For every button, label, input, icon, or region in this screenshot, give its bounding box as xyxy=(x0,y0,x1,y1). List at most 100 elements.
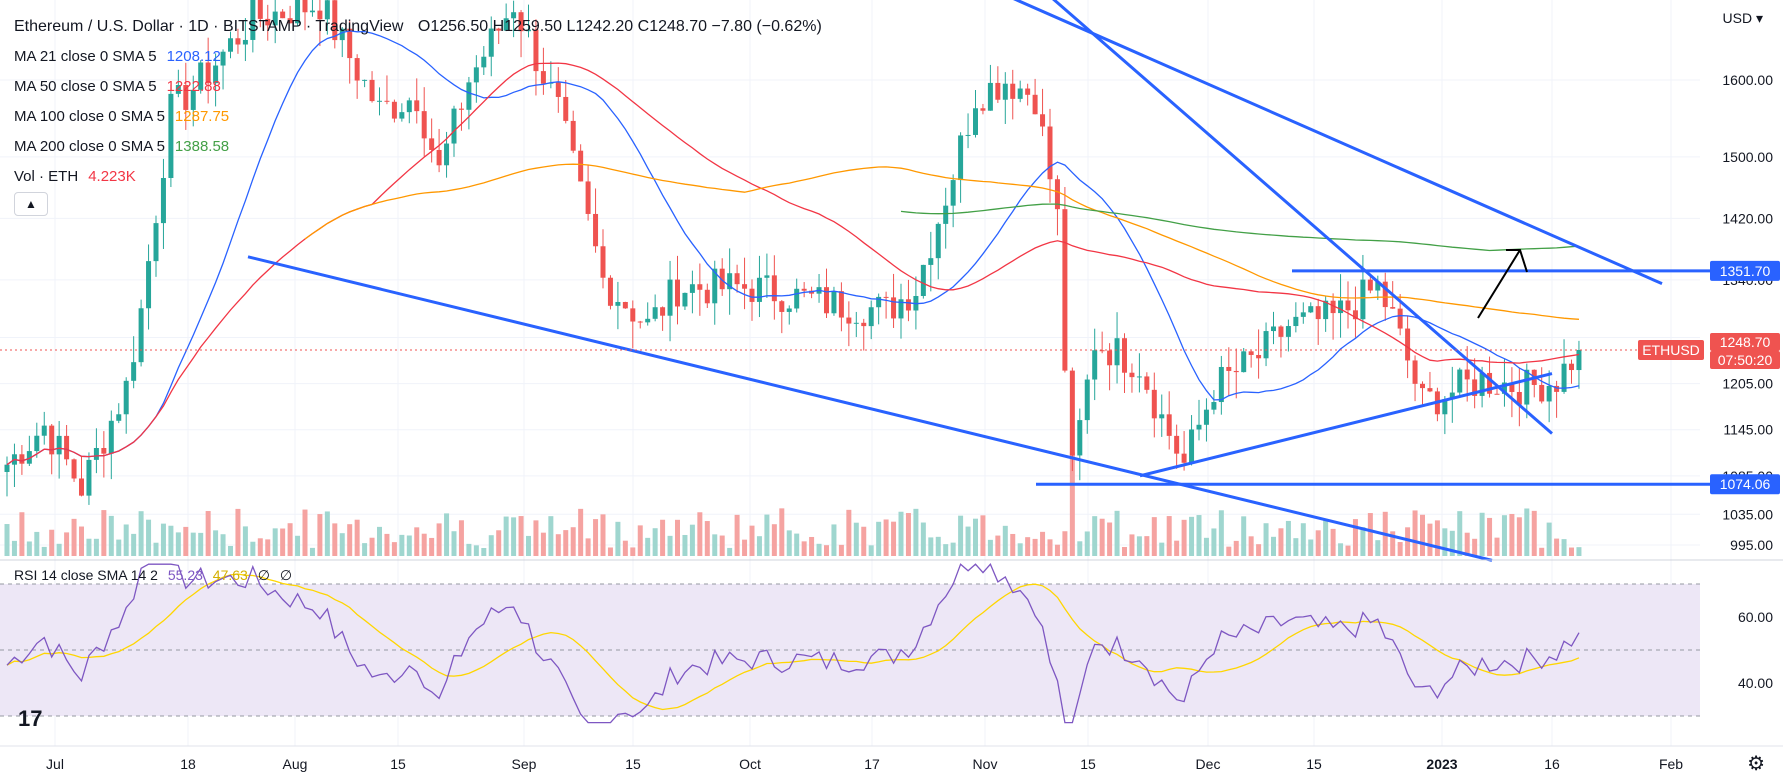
volume-bar xyxy=(1196,515,1202,556)
candle-body xyxy=(846,317,852,324)
volume-bar xyxy=(838,544,844,556)
trendline xyxy=(247,255,1493,562)
candle-body xyxy=(473,67,479,83)
volume-bar xyxy=(1203,537,1209,556)
candle-body xyxy=(146,261,152,309)
candle-body xyxy=(1040,114,1046,127)
volume-bar xyxy=(41,546,47,556)
volume-bar xyxy=(771,524,777,556)
candle-body xyxy=(1472,379,1478,396)
candle-body xyxy=(1271,326,1276,332)
volume-bar xyxy=(1360,527,1366,556)
candle-body xyxy=(1174,435,1180,454)
rsi-line xyxy=(6,562,1580,724)
candle-body xyxy=(1084,379,1090,421)
candle-body xyxy=(928,258,934,265)
candle-body xyxy=(64,435,70,460)
indicator-label: MA 21 close 0 SMA 5 xyxy=(14,48,157,65)
volume-bar xyxy=(593,519,599,556)
volume-bar xyxy=(190,532,196,556)
candle-body xyxy=(801,288,807,291)
volume-bar xyxy=(958,515,964,556)
volume-bar xyxy=(1449,530,1455,556)
indicator-volume[interactable]: Vol · ETH 4.223K xyxy=(14,162,822,192)
ohlc-values: O1256.50 H1259.50 L1242.20 C1248.70 −7.8… xyxy=(417,18,822,35)
volume-bar xyxy=(1166,516,1172,556)
candle-body xyxy=(56,435,62,455)
candle-body xyxy=(93,447,99,460)
gear-icon[interactable]: ⚙ xyxy=(1747,753,1765,775)
volume-bar xyxy=(332,523,338,556)
indicator-ma21[interactable]: MA 21 close 0 SMA 5 1208.12 xyxy=(14,42,822,72)
candle-body xyxy=(295,0,301,24)
candle-body xyxy=(280,11,286,19)
volume-bar xyxy=(406,535,412,556)
candle-body xyxy=(518,12,524,32)
volume-bar xyxy=(11,540,17,556)
currency-selector[interactable]: USD ▾ xyxy=(1722,10,1763,26)
volume-bar xyxy=(1114,510,1120,556)
volume-bar xyxy=(570,527,576,556)
candle-body xyxy=(794,288,800,309)
candle-body xyxy=(131,362,137,381)
candle-body xyxy=(958,135,964,181)
candle-body xyxy=(1189,429,1195,463)
volume-bar xyxy=(1479,512,1485,556)
candle-body xyxy=(622,301,628,309)
time-tick-label: Sep xyxy=(512,756,537,772)
rsi-legend[interactable]: RSI 14 close SMA 14 2 55.23 47.63 ∅ ∅ xyxy=(14,567,298,584)
volume-bar xyxy=(421,533,427,556)
volume-bar xyxy=(49,529,55,556)
candle-body xyxy=(779,301,785,312)
volume-bar xyxy=(883,519,889,556)
rsi-sma-value: 47.63 xyxy=(212,567,248,583)
candle-body xyxy=(585,181,591,214)
candle-body xyxy=(935,223,941,259)
candle-body xyxy=(1226,366,1232,371)
volume-bar xyxy=(540,532,546,556)
volume-bar xyxy=(704,521,710,556)
volume-bar xyxy=(652,528,658,556)
volume-bar xyxy=(600,514,606,556)
price-tag-bg xyxy=(1710,333,1780,352)
candle-body xyxy=(898,299,904,319)
symbol-tag-label: ETHUSD xyxy=(1642,342,1700,358)
rsi-label: RSI 14 close SMA 14 2 xyxy=(14,567,158,583)
volume-bar xyxy=(935,536,941,556)
indicator-ma200[interactable]: MA 200 close 0 SMA 5 1388.58 xyxy=(14,132,822,162)
candle-body xyxy=(1293,316,1299,327)
volume-bar xyxy=(1107,522,1113,556)
candle-body xyxy=(734,273,740,285)
candle-body xyxy=(406,100,412,113)
candle-body xyxy=(1315,306,1321,320)
currency-label: USD xyxy=(1722,10,1753,26)
tradingview-logo-icon[interactable]: 17 xyxy=(18,706,43,731)
indicator-ma50[interactable]: MA 50 close 0 SMA 5 1222.88 xyxy=(14,72,822,102)
candle-body xyxy=(630,308,636,322)
indicator-ma100[interactable]: MA 100 close 0 SMA 5 1287.75 xyxy=(14,102,822,132)
candle-body xyxy=(1554,385,1560,392)
time-tick-label: Oct xyxy=(739,756,761,772)
volume-bar xyxy=(1136,536,1142,556)
candle-body xyxy=(615,301,621,306)
candle-body xyxy=(987,82,993,111)
volume-bar xyxy=(86,538,92,556)
volume-bar xyxy=(1420,514,1425,556)
volume-bar xyxy=(1069,452,1075,556)
candle-body xyxy=(1367,279,1373,291)
candle-body xyxy=(1107,350,1113,366)
candle-body xyxy=(198,62,204,90)
volume-bar xyxy=(1352,519,1358,556)
volume-bar xyxy=(645,537,651,556)
candle-body xyxy=(853,322,859,324)
candle-body xyxy=(838,291,844,318)
indicator-value: 4.223K xyxy=(88,168,136,185)
time-tick-label: 15 xyxy=(1306,756,1322,772)
volume-bar xyxy=(637,525,643,556)
candle-body xyxy=(645,318,651,323)
volume-bar xyxy=(481,547,487,556)
symbol-tag-bg xyxy=(1638,340,1704,361)
collapse-legend-button[interactable]: ▲ xyxy=(14,192,48,216)
volume-bar xyxy=(1531,510,1537,556)
